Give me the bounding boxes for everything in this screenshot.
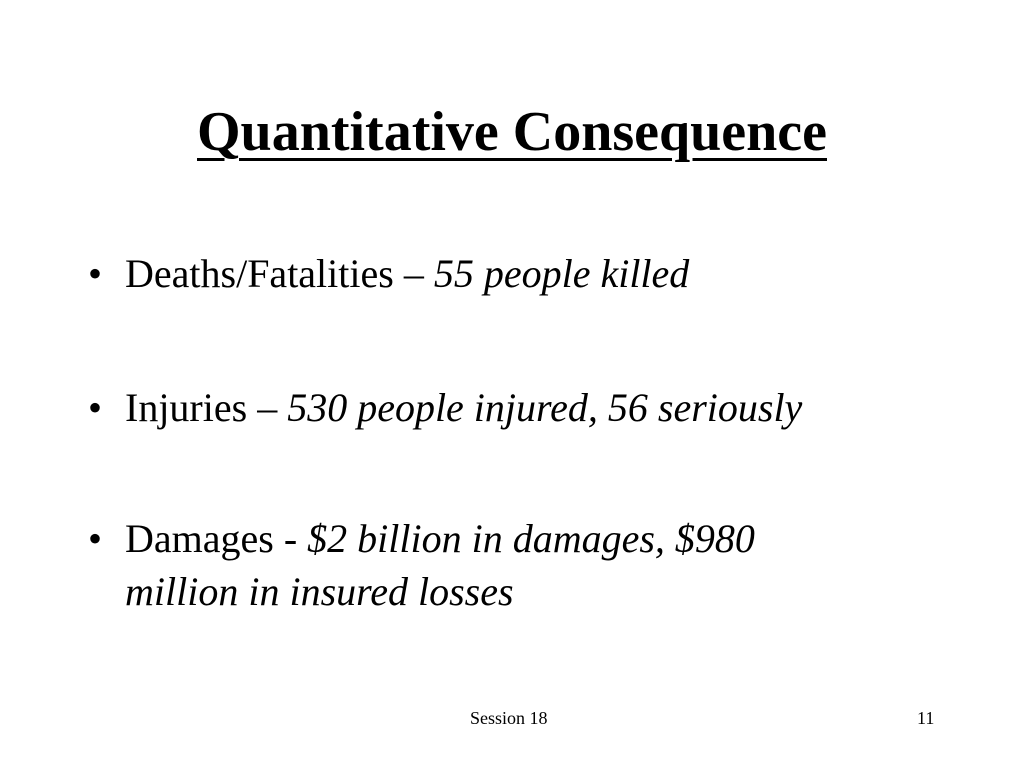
bullet-injuries: • Injuries – 530 people injured, 56 seri…: [88, 381, 908, 434]
bullet-deaths: • Deaths/Fatalities – 55 people killed: [88, 247, 908, 300]
bullet-detail: 55 people killed: [433, 251, 690, 296]
bullet-label: Damages -: [125, 516, 308, 561]
bullet-icon: •: [88, 385, 103, 430]
slide-number: 11: [917, 708, 935, 728]
bullet-label: Injuries –: [125, 385, 288, 430]
bullet-icon: •: [88, 516, 103, 561]
slide-title: Quantitative Consequence: [197, 101, 827, 163]
footer-session: Session 18: [470, 708, 548, 728]
bullet-damages: • Damages - $2 billion in damages, $980 …: [88, 512, 868, 618]
bullet-detail: 530 people injured, 56 seriously: [287, 385, 803, 430]
bullet-label: Deaths/Fatalities –: [125, 251, 434, 296]
bullet-icon: •: [88, 251, 103, 296]
bullet-detail: $2 billion in damages, $980 million in i…: [125, 516, 755, 614]
